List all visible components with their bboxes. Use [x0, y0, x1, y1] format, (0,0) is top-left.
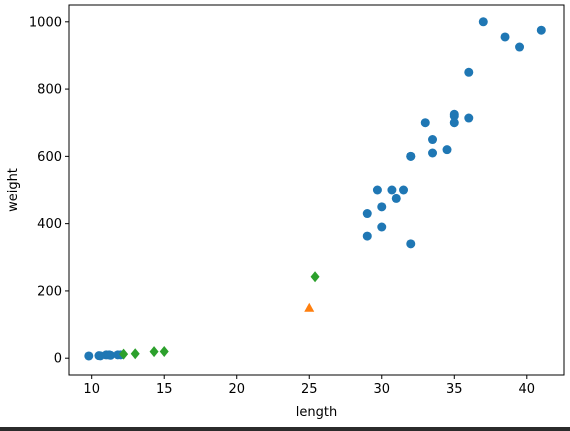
diamond-point — [159, 346, 169, 358]
x-tick-label: 30 — [373, 382, 390, 397]
axes-frame — [68, 4, 565, 376]
circle-point — [464, 67, 474, 77]
diamond-point — [119, 348, 129, 360]
y-tick-label: 1000 — [29, 15, 62, 30]
diamond-point — [130, 348, 140, 360]
circle-point — [500, 32, 510, 42]
y-tick-label: 0 — [54, 352, 62, 367]
window-bottom-border — [0, 427, 570, 431]
y-tick-label: 800 — [37, 83, 62, 98]
circle-point — [478, 17, 488, 27]
circle-point — [372, 185, 382, 195]
diamond-point — [310, 271, 320, 283]
circle-point — [377, 202, 387, 212]
data-points — [84, 17, 546, 361]
circle-point — [391, 193, 401, 203]
circle-point — [428, 148, 438, 158]
circle-point — [106, 350, 116, 360]
circle-point — [536, 25, 546, 35]
circle-point — [84, 351, 94, 361]
y-axis: 0 200 400 600 800 1000 — [29, 15, 69, 367]
x-tick-label: 40 — [519, 382, 536, 397]
x-axis-label: length — [296, 405, 337, 420]
diamond-point — [149, 346, 159, 358]
y-tick-label: 400 — [37, 217, 62, 232]
x-axis: 10 15 20 25 30 35 40 — [83, 375, 535, 397]
y-tick-label: 200 — [37, 284, 62, 299]
circle-point — [377, 222, 387, 232]
circle-point — [449, 111, 459, 121]
x-tick-label: 10 — [83, 382, 100, 397]
circle-point — [428, 135, 438, 145]
x-tick-label: 20 — [228, 382, 245, 397]
y-axis-label: weight — [6, 168, 21, 212]
x-tick-label: 25 — [301, 382, 318, 397]
x-tick-label: 35 — [446, 382, 463, 397]
circle-point — [362, 209, 372, 219]
triangle-point — [304, 302, 315, 312]
circle-point — [406, 239, 416, 249]
circle-point — [362, 231, 372, 241]
circle-point — [399, 185, 409, 195]
circle-point — [464, 113, 474, 123]
circle-point — [442, 145, 452, 155]
circle-point — [420, 118, 430, 128]
circle-point — [406, 151, 416, 161]
x-tick-label: 15 — [156, 382, 173, 397]
circle-point — [387, 185, 397, 195]
circle-point — [449, 118, 459, 128]
y-tick-label: 600 — [37, 150, 62, 165]
circle-point — [515, 42, 525, 52]
